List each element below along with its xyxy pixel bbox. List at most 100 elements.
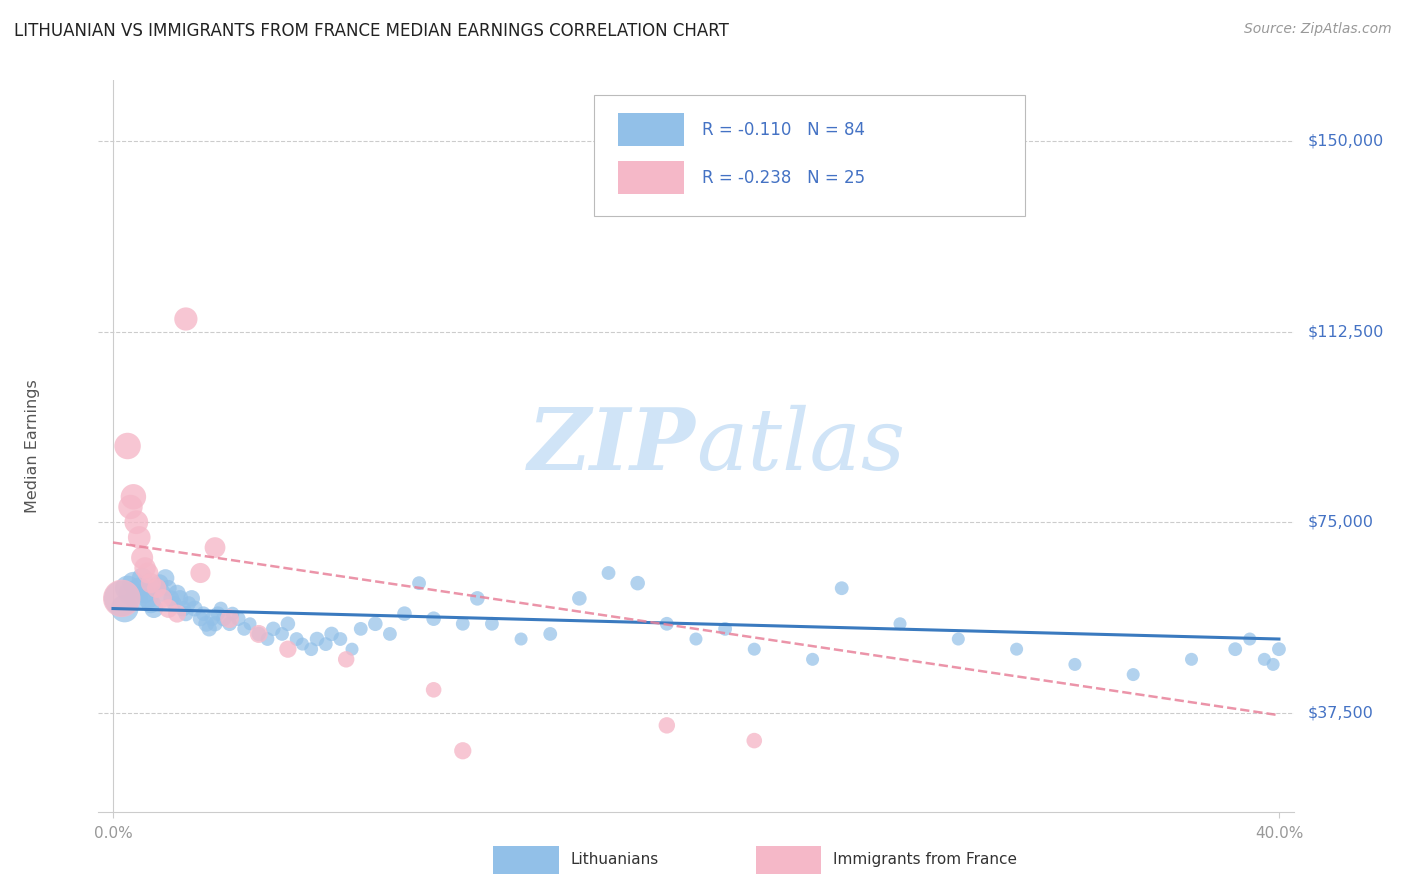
Text: ZIP: ZIP: [529, 404, 696, 488]
Point: [256, 632, 278, 646]
Text: Immigrants from France: Immigrants from France: [834, 853, 1018, 868]
Point: [378, 627, 401, 641]
Point: [145, 581, 167, 595]
Point: [169, 591, 191, 606]
Point: [122, 576, 145, 591]
Point: [183, 601, 205, 615]
Point: [131, 571, 153, 585]
Point: [166, 607, 188, 621]
Point: [157, 601, 180, 615]
Point: [212, 612, 235, 626]
Point: [139, 597, 162, 611]
Point: [685, 632, 707, 646]
Point: [299, 642, 322, 657]
Point: [422, 612, 444, 626]
Point: [277, 642, 299, 657]
Point: [163, 597, 186, 611]
Point: [422, 682, 444, 697]
FancyBboxPatch shape: [619, 113, 685, 146]
Text: $112,500: $112,500: [1308, 324, 1384, 339]
Point: [207, 607, 229, 621]
Point: [247, 627, 270, 641]
Point: [128, 530, 150, 544]
Point: [134, 561, 156, 575]
Point: [481, 616, 503, 631]
Point: [335, 652, 357, 666]
Point: [134, 586, 156, 600]
Point: [155, 571, 177, 585]
Point: [394, 607, 416, 621]
Point: [190, 566, 212, 580]
Point: [285, 632, 308, 646]
Text: R = -0.238   N = 25: R = -0.238 N = 25: [702, 169, 865, 186]
Point: [157, 581, 180, 595]
Point: [228, 612, 250, 626]
Point: [262, 622, 284, 636]
Point: [204, 541, 226, 555]
Point: [467, 591, 489, 606]
Point: [510, 632, 533, 646]
Point: [139, 576, 162, 591]
Point: [340, 642, 363, 657]
Point: [1064, 657, 1087, 672]
Point: [1268, 642, 1291, 657]
Point: [193, 607, 215, 621]
Text: Source: ZipAtlas.com: Source: ZipAtlas.com: [1244, 22, 1392, 37]
Point: [149, 576, 172, 591]
Point: [233, 622, 256, 636]
Point: [160, 591, 183, 606]
Point: [111, 591, 134, 606]
Point: [801, 652, 824, 666]
Point: [172, 601, 194, 615]
Point: [1239, 632, 1261, 646]
Point: [117, 439, 139, 453]
Point: [136, 566, 159, 580]
Point: [364, 616, 387, 631]
Point: [1261, 657, 1284, 672]
Text: R = -0.110   N = 84: R = -0.110 N = 84: [702, 121, 865, 139]
Point: [204, 616, 226, 631]
Point: [305, 632, 328, 646]
Point: [136, 591, 159, 606]
Point: [152, 586, 174, 600]
Text: Lithuanians: Lithuanians: [571, 853, 659, 868]
Point: [1122, 667, 1144, 681]
Point: [117, 581, 139, 595]
Point: [152, 591, 174, 606]
Point: [742, 642, 765, 657]
Point: [291, 637, 314, 651]
Text: $150,000: $150,000: [1308, 134, 1384, 149]
Point: [627, 576, 650, 591]
Point: [655, 616, 678, 631]
Point: [198, 622, 221, 636]
Point: [277, 616, 299, 631]
Point: [145, 581, 167, 595]
Point: [142, 601, 165, 615]
Point: [655, 718, 678, 732]
Point: [1253, 652, 1275, 666]
Point: [125, 515, 148, 529]
Point: [201, 612, 224, 626]
Point: [131, 550, 153, 565]
Point: [190, 612, 212, 626]
Point: [221, 607, 243, 621]
Point: [831, 581, 853, 595]
Point: [1005, 642, 1028, 657]
Point: [329, 632, 352, 646]
Point: [568, 591, 591, 606]
Point: [239, 616, 262, 631]
Point: [321, 627, 343, 641]
Point: [120, 500, 142, 514]
Point: [174, 607, 197, 621]
Point: [166, 586, 188, 600]
Point: [122, 490, 145, 504]
Point: [742, 733, 765, 747]
Point: [1225, 642, 1247, 657]
Point: [714, 622, 737, 636]
Point: [451, 744, 474, 758]
Point: [180, 591, 202, 606]
Point: [209, 601, 232, 615]
Point: [315, 637, 337, 651]
Text: LITHUANIAN VS IMMIGRANTS FROM FRANCE MEDIAN EARNINGS CORRELATION CHART: LITHUANIAN VS IMMIGRANTS FROM FRANCE MED…: [14, 22, 728, 40]
Point: [111, 591, 134, 606]
